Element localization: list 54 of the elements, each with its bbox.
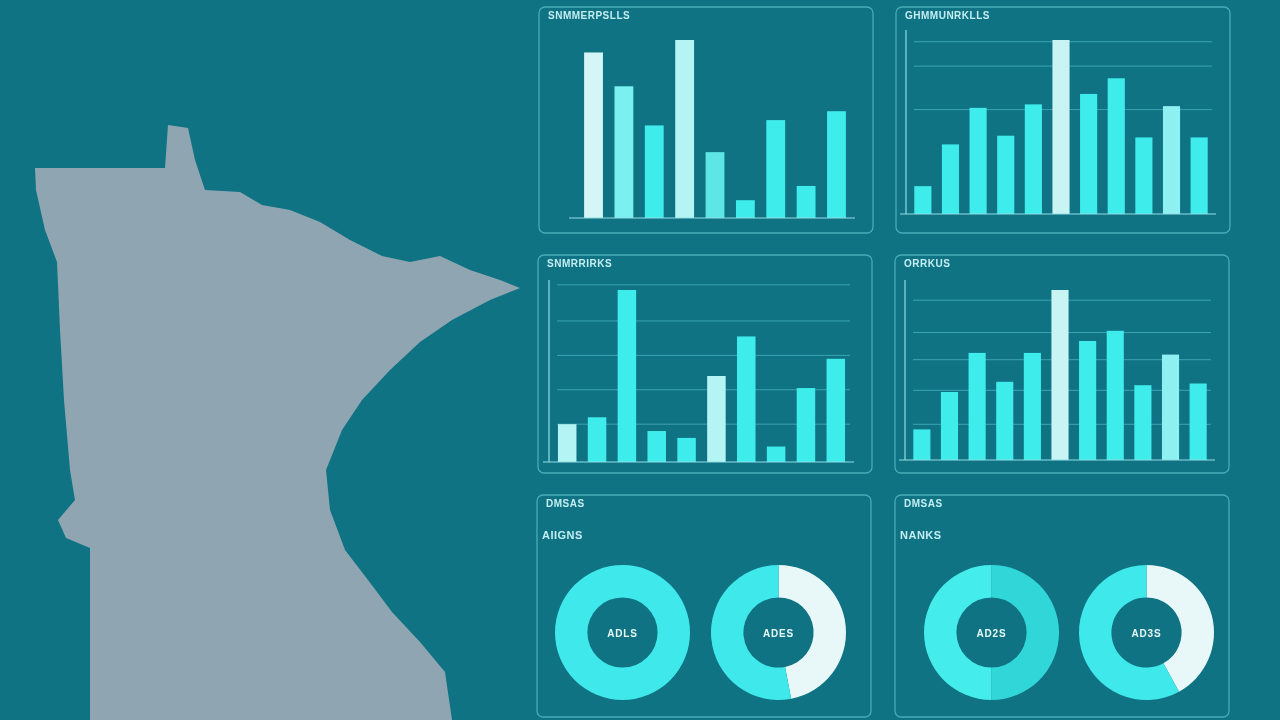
bar xyxy=(913,429,931,460)
bar xyxy=(1189,383,1207,460)
bar xyxy=(587,417,607,462)
bar xyxy=(1024,104,1042,214)
bar xyxy=(557,424,577,462)
bar xyxy=(941,144,960,214)
bar xyxy=(940,392,959,460)
bar xyxy=(647,431,666,462)
bar xyxy=(1106,330,1124,460)
bar xyxy=(969,107,987,214)
bar xyxy=(827,111,846,218)
bar xyxy=(968,352,986,460)
bar xyxy=(705,152,725,218)
bar xyxy=(675,40,695,218)
bar xyxy=(644,125,664,218)
bar xyxy=(735,200,755,218)
chart-subtitle: AIIGNS xyxy=(542,529,583,541)
bar xyxy=(766,120,786,218)
bar xyxy=(737,336,756,462)
text: ADES xyxy=(763,627,794,639)
text: ADLS xyxy=(607,627,638,639)
bar xyxy=(1162,106,1181,214)
chart-title: GHMMUNRKLLS xyxy=(905,10,990,21)
bar xyxy=(1190,137,1208,214)
text: AD2S xyxy=(976,627,1007,639)
bar xyxy=(584,52,603,218)
bar xyxy=(1080,93,1098,214)
bar xyxy=(914,186,932,214)
donut-slice xyxy=(711,565,792,700)
bar xyxy=(1023,352,1041,460)
chart-title: ORRKUS xyxy=(904,258,951,269)
chart-subtitle: NANKS xyxy=(900,529,942,541)
bar xyxy=(826,358,846,462)
bar xyxy=(1051,290,1069,460)
chart-title: SNMRRIRKS xyxy=(547,258,613,269)
chart-title: DMSAS xyxy=(546,498,585,509)
text: AD3S xyxy=(1131,627,1162,639)
bar xyxy=(1107,78,1125,214)
bar xyxy=(707,376,726,462)
bar xyxy=(1134,385,1152,460)
bar xyxy=(1052,40,1070,214)
bar xyxy=(796,185,816,218)
bar xyxy=(1161,354,1180,460)
bar xyxy=(617,290,637,462)
bar xyxy=(677,437,696,462)
bar xyxy=(614,86,634,218)
chart-title: SNMMERPSLLS xyxy=(548,10,631,21)
bar xyxy=(996,381,1014,460)
bar xyxy=(796,388,816,462)
bar xyxy=(997,135,1015,214)
bar xyxy=(1135,137,1153,214)
donut-slice xyxy=(1079,565,1180,700)
bar xyxy=(1079,341,1097,460)
chart-title: DMSAS xyxy=(904,498,943,509)
